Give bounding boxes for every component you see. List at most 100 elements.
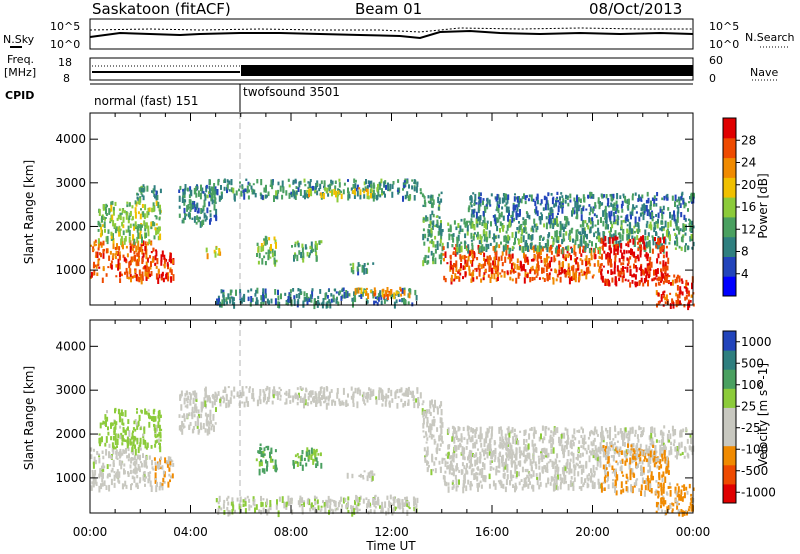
- power-data-cell: [684, 232, 687, 236]
- power-data-cell: [667, 280, 670, 283]
- velocity-data-cell: [296, 461, 299, 467]
- velocity-data-cell: [547, 461, 550, 464]
- velocity-data-cell: [145, 410, 148, 415]
- power-data-cell: [648, 263, 650, 266]
- velocity-data-cell: [232, 504, 235, 511]
- power-data-cell: [522, 217, 525, 221]
- velocity-data-cell: [582, 468, 585, 473]
- power-data-cell: [466, 229, 469, 236]
- velocity-data-cell: [144, 441, 147, 449]
- velocity-data-cell: [403, 392, 406, 397]
- velocity-data-cell: [559, 473, 562, 477]
- power-data-cell: [693, 193, 695, 199]
- power-data-cell: [129, 273, 132, 277]
- power-colorbar-label: Power [dB]: [756, 173, 770, 238]
- power-data-cell: [493, 273, 496, 280]
- velocity-data-cell: [299, 495, 302, 503]
- power-data-cell: [189, 189, 192, 196]
- power-data-cell: [141, 236, 143, 243]
- velocity-data-cell: [291, 509, 294, 515]
- velocity-data-cell: [260, 459, 262, 462]
- velocity-data-cell: [263, 447, 266, 452]
- power-data-cell: [109, 221, 112, 224]
- power-data-cell: [355, 187, 358, 192]
- power-data-cell: [470, 260, 472, 264]
- power-data-cell: [631, 235, 634, 239]
- power-data-cell: [659, 247, 662, 253]
- power-data-cell: [155, 250, 158, 257]
- power-data-cell: [302, 252, 305, 258]
- power-data-cell: [503, 196, 506, 203]
- power-data-cell: [663, 226, 665, 229]
- velocity-data-cell: [314, 507, 317, 514]
- velocity-data-cell: [479, 468, 482, 475]
- velocity-data-cell: [287, 495, 290, 503]
- power-data-cell: [462, 276, 464, 280]
- velocity-data-cell: [152, 417, 155, 420]
- velocity-data-cell: [527, 476, 530, 482]
- power-data-cell: [423, 196, 426, 199]
- power-data-cell: [676, 199, 679, 203]
- power-data-cell: [270, 298, 273, 304]
- velocity-data-cell: [384, 501, 387, 508]
- velocity-data-cell: [451, 425, 454, 430]
- velocity-data-cell: [405, 392, 408, 397]
- power-data-cell: [647, 279, 649, 287]
- power-data-cell: [199, 192, 202, 200]
- velocity-data-cell: [463, 482, 466, 488]
- power-data-cell: [403, 297, 405, 305]
- power-data-cell: [598, 232, 601, 237]
- velocity-data-cell: [563, 465, 566, 473]
- velocity-data-cell: [596, 456, 599, 462]
- power-data-cell: [633, 263, 635, 269]
- power-data-cell: [163, 263, 166, 269]
- velocity-data-cell: [108, 473, 111, 478]
- power-data-cell: [105, 248, 108, 254]
- power-data-cell: [597, 219, 600, 226]
- velocity-data-cell: [230, 390, 233, 397]
- power-data-cell: [105, 209, 107, 215]
- velocity-data-cell: [244, 508, 247, 514]
- velocity-data-cell: [354, 387, 357, 394]
- power-data-cell: [295, 186, 298, 189]
- velocity-data-cell: [407, 386, 410, 392]
- power-data-cell: [622, 262, 625, 266]
- power-data-cell: [305, 293, 308, 299]
- power-data-cell: [334, 180, 337, 184]
- velocity-data-cell: [338, 500, 341, 505]
- velocity-data-cell: [183, 413, 186, 418]
- power-data-cell: [388, 292, 391, 297]
- power-data-cell: [657, 301, 660, 306]
- power-data-cell: [327, 193, 330, 197]
- power-data-cell: [364, 186, 367, 189]
- velocity-data-cell: [159, 442, 161, 449]
- power-data-cell: [610, 196, 613, 202]
- velocity-data-cell: [154, 419, 157, 422]
- power-data-cell: [252, 183, 255, 186]
- power-data-cell: [548, 217, 551, 225]
- power-data-cell: [488, 265, 491, 272]
- power-data-cell: [112, 220, 115, 227]
- velocity-data-cell: [296, 401, 299, 406]
- velocity-data-cell: [167, 460, 170, 465]
- power-data-cell: [158, 226, 161, 231]
- power-data-cell: [126, 201, 129, 204]
- velocity-data-cell: [212, 393, 215, 399]
- power-data-cell: [676, 217, 679, 223]
- power-data-cell: [654, 237, 656, 242]
- power-data-cell: [636, 254, 639, 259]
- power-data-cell: [674, 194, 677, 202]
- power-data-cell: [370, 183, 373, 187]
- power-data-cell: [109, 250, 112, 255]
- velocity-data-cell: [350, 386, 353, 391]
- power-data-cell: [256, 242, 259, 246]
- power-data-cell: [324, 187, 327, 192]
- power-data-cell: [513, 196, 516, 202]
- power-data-cell: [576, 257, 579, 260]
- velocity-data-cell: [294, 460, 297, 464]
- power-data-cell: [524, 255, 527, 260]
- velocity-data-cell: [134, 444, 136, 449]
- power-data-cell: [555, 269, 558, 274]
- power-data-cell: [692, 303, 695, 307]
- power-data-cell: [533, 277, 536, 281]
